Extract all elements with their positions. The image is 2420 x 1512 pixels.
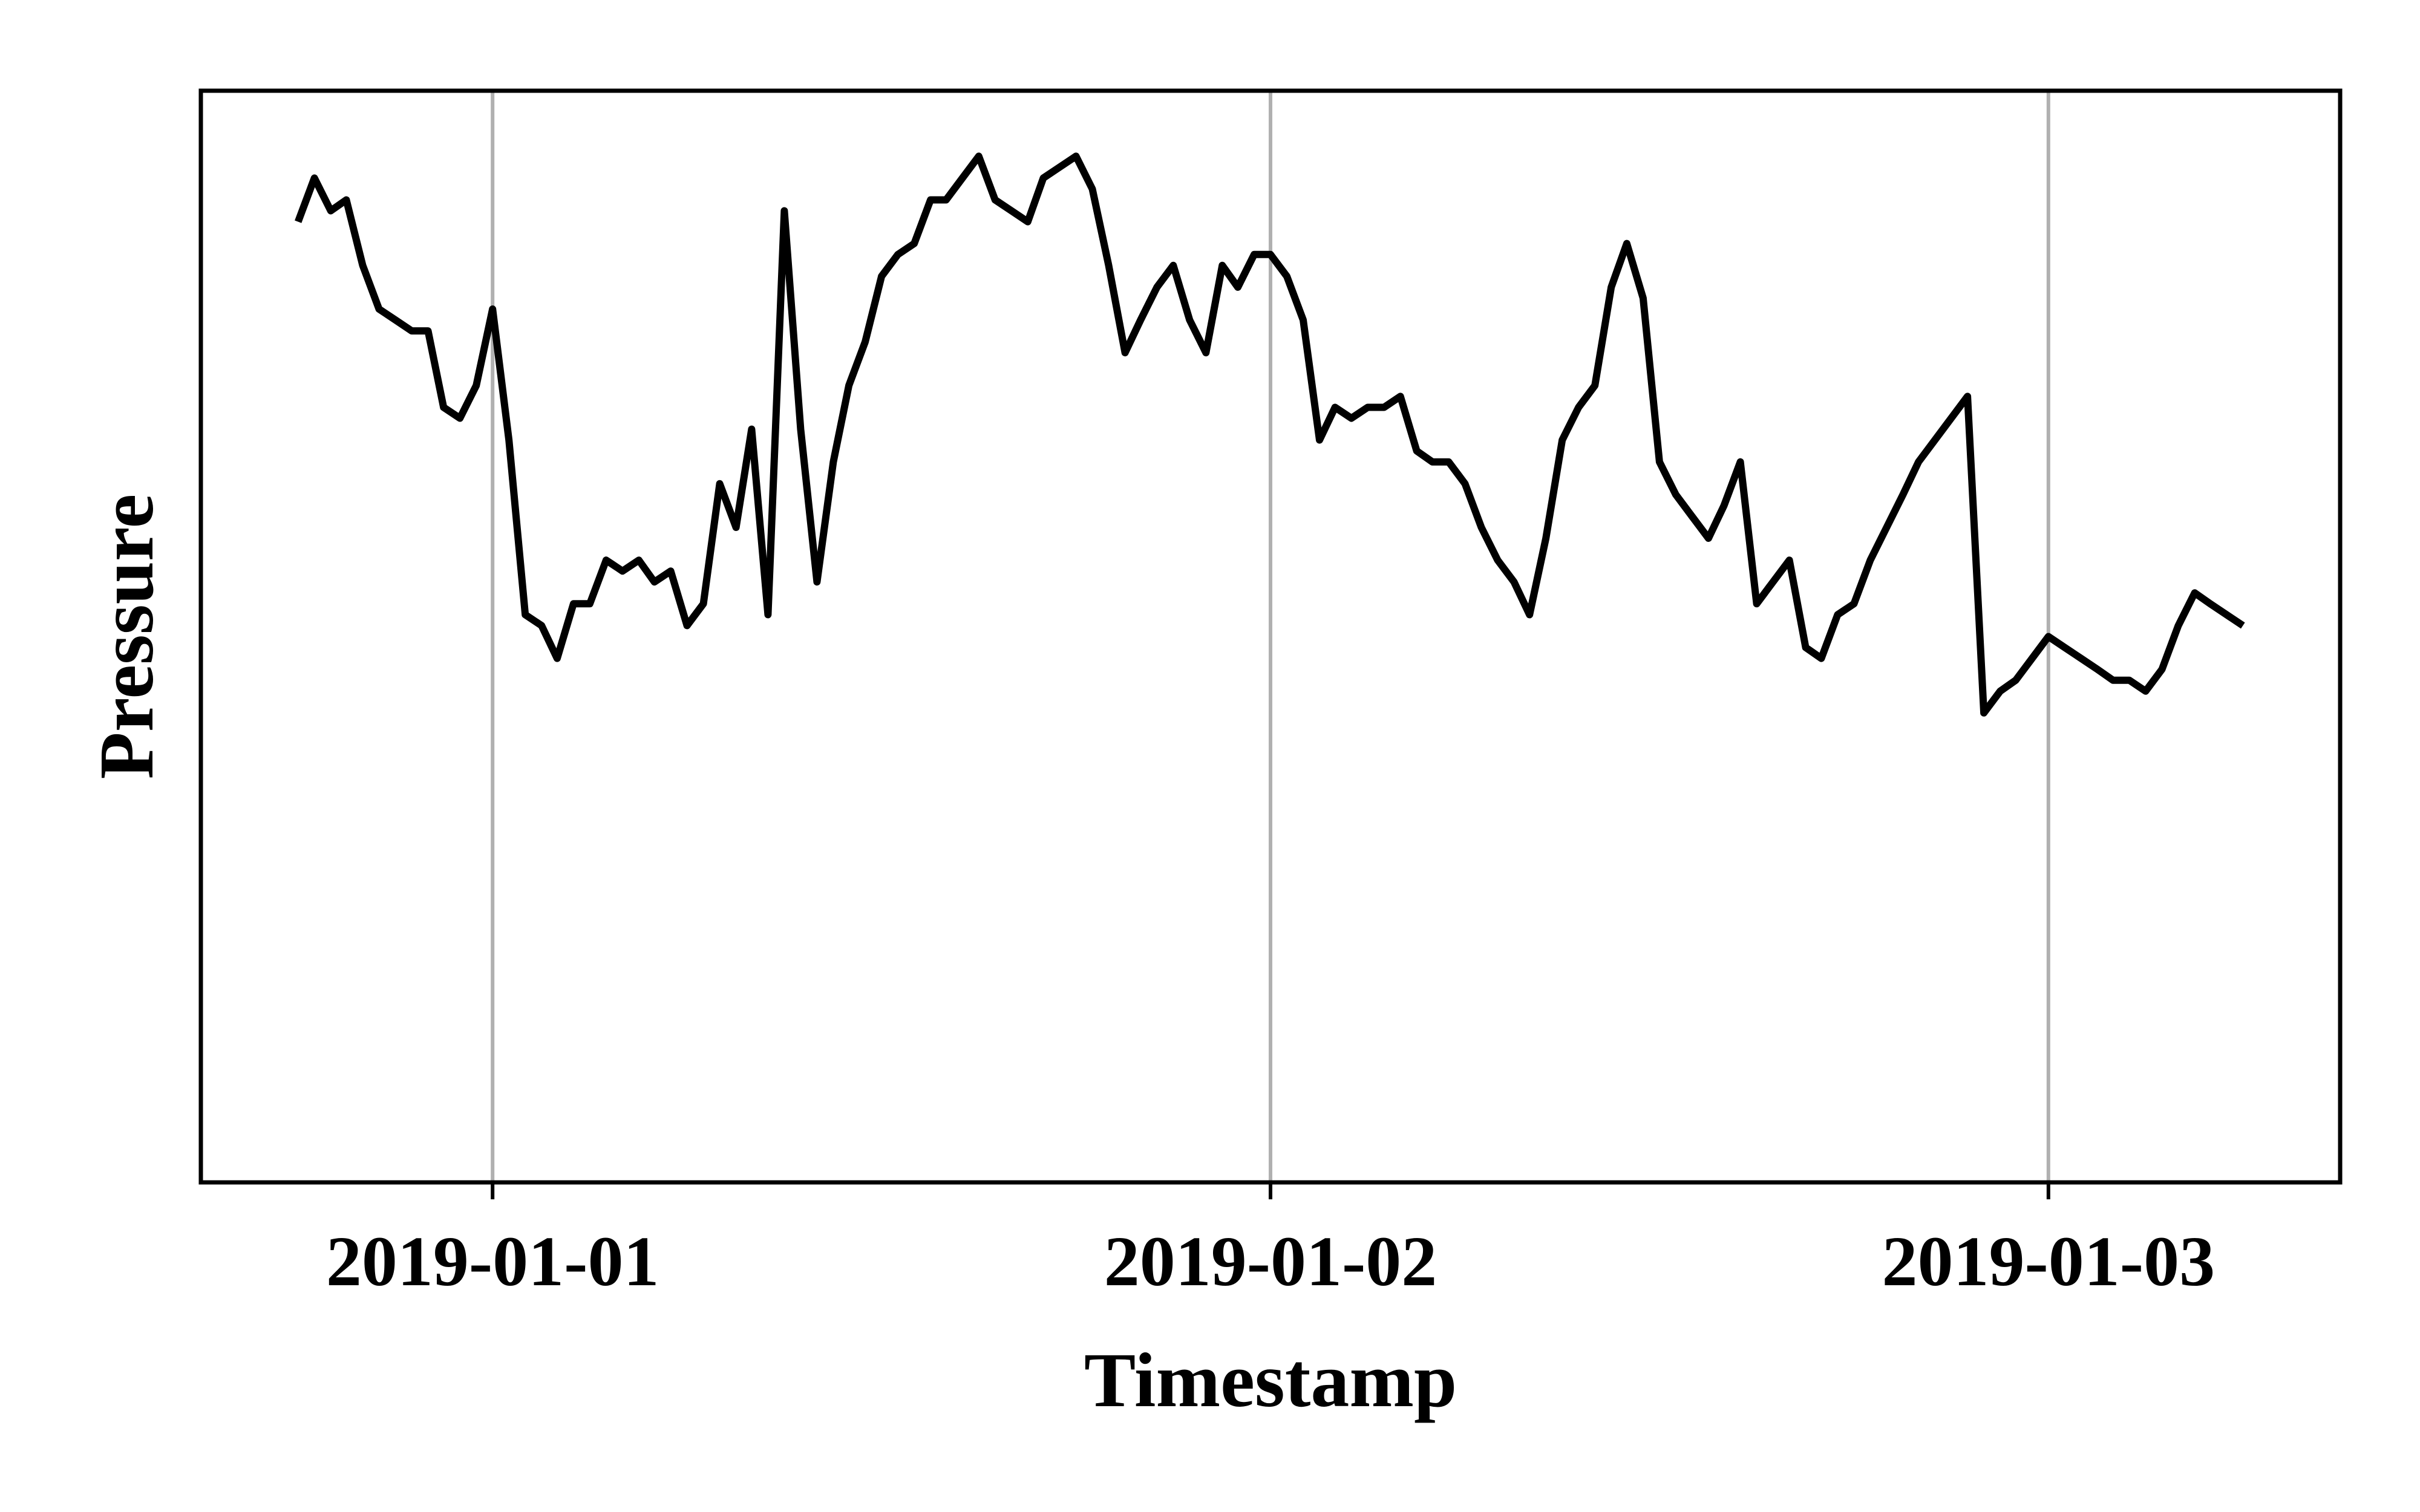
series-lines [295, 152, 2245, 717]
y-axis-label: Pressure [83, 494, 169, 780]
x-tick-label-2: 2019-01-03 [1882, 1222, 2216, 1301]
x-tick-label-0: 2019-01-01 [326, 1222, 659, 1301]
x-axis-label: Timestamp [1084, 1337, 1457, 1423]
x-tick-label-1: 2019-01-02 [1104, 1222, 1437, 1301]
series-line-solid [295, 152, 2245, 717]
x-axis: 2019-01-01 2019-01-02 2019-01-03 [326, 1182, 2215, 1301]
